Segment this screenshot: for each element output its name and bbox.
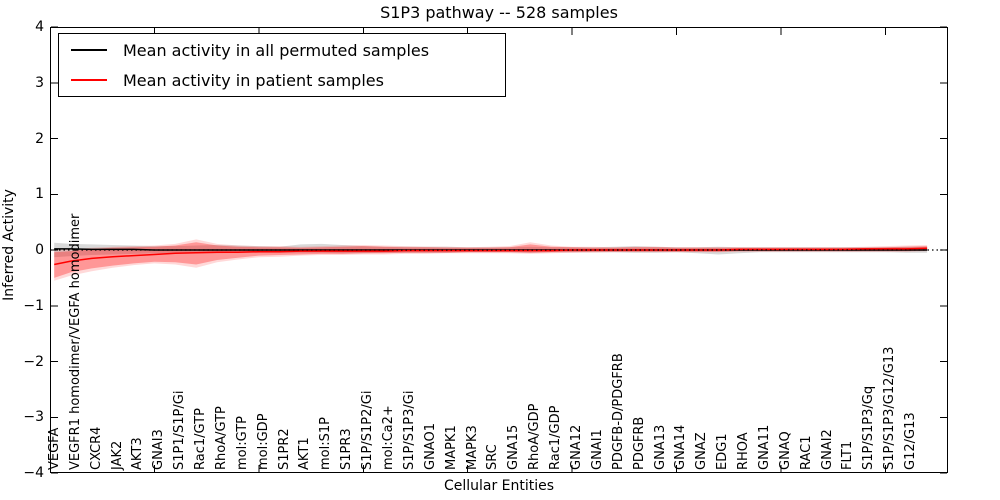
x-tick-label: AKT1 xyxy=(297,437,313,470)
y-tick-label: −2 xyxy=(23,353,44,370)
x-tick-label: S1PR2 xyxy=(276,428,292,470)
legend-label-permuted: Mean activity in all permuted samples xyxy=(123,40,430,60)
x-tick-label: S1PR3 xyxy=(339,428,355,470)
x-tick-label: mol:GTP xyxy=(234,416,250,470)
x-tick-label: GNA13 xyxy=(652,424,668,470)
x-tick-label: FLT1 xyxy=(840,440,856,470)
y-tick-label: 1 xyxy=(35,186,44,203)
y-tick-label: 3 xyxy=(35,74,44,91)
x-tick-label: EDG1 xyxy=(715,433,731,470)
x-tick-label: RhoA/GTP xyxy=(213,406,229,470)
x-tick-label: JAK2 xyxy=(109,440,125,470)
x-tick-label: GNAZ xyxy=(694,432,710,470)
legend-entry-patient: Mean activity in patient samples xyxy=(59,65,505,95)
x-tick-label: RAC1 xyxy=(798,435,814,470)
y-tick-label: −3 xyxy=(23,409,44,426)
red-line-sample-icon xyxy=(71,79,107,81)
x-tick-label: GNAI1 xyxy=(589,429,605,470)
x-tick-label: MAPK1 xyxy=(443,425,459,470)
x-tick-label: GNAI2 xyxy=(819,429,835,470)
y-tick-label: −1 xyxy=(23,297,44,314)
chart-title: S1P3 pathway -- 528 samples xyxy=(380,3,618,22)
x-tick-label: RHOA xyxy=(736,432,752,470)
x-axis-title: Cellular Entities xyxy=(443,478,555,494)
x-tick-label: mol:S1P xyxy=(318,417,334,470)
x-tick-label: GNAO1 xyxy=(422,423,438,470)
x-tick-label: MAPK3 xyxy=(464,425,480,470)
x-tick-label: S1P1/S1P/Gi xyxy=(172,390,188,470)
x-tick-label: Rac1/GDP xyxy=(548,405,564,470)
x-tick-label: GNAI3 xyxy=(151,429,167,470)
black-line-sample-icon xyxy=(71,49,107,51)
y-tick-label: 4 xyxy=(35,19,44,35)
x-tick-label: Rac1/GTP xyxy=(193,408,209,470)
x-tick-label: S1P/S1P3/Gq xyxy=(861,385,877,470)
x-tick-label: SRC xyxy=(485,444,501,470)
x-tick-label: VEGFR1 homodimer/VEGFA homodimer xyxy=(67,213,83,470)
x-tick-label: GNA12 xyxy=(568,424,584,470)
x-tick-label: mol:GDP xyxy=(255,413,271,470)
x-tick-label: GNA15 xyxy=(506,424,522,470)
x-tick-label: G12/G13 xyxy=(903,412,919,470)
x-tick-label: PDGFRB xyxy=(631,416,647,470)
legend-label-patient: Mean activity in patient samples xyxy=(123,70,384,90)
x-tick-label: GNAQ xyxy=(777,431,793,470)
y-tick-label: −4 xyxy=(23,465,44,481)
x-tick-label: S1P/S1P2/Gi xyxy=(360,390,376,470)
x-tick-label: VEGFA xyxy=(46,427,62,470)
y-tick-label: 2 xyxy=(35,130,44,147)
legend: Mean activity in all permuted samples Me… xyxy=(58,33,506,97)
x-tick-label: S1P/S1P3/Gi xyxy=(401,390,417,470)
x-tick-label: RhoA/GDP xyxy=(527,403,543,470)
x-tick-label: GNA11 xyxy=(756,424,772,470)
x-tick-label: CXCR4 xyxy=(88,426,104,470)
y-tick-label: 0 xyxy=(35,242,44,258)
x-tick-label: S1P/S1P3/G12/G13 xyxy=(882,346,898,470)
x-tick-label: AKT3 xyxy=(130,437,146,470)
x-tick-label: PDGFB-D/PDGFRB xyxy=(610,353,626,470)
x-tick-label: GNA14 xyxy=(673,424,689,470)
x-tick-label: mol:Ca2+ xyxy=(381,405,397,470)
legend-entry-permuted: Mean activity in all permuted samples xyxy=(59,35,505,65)
